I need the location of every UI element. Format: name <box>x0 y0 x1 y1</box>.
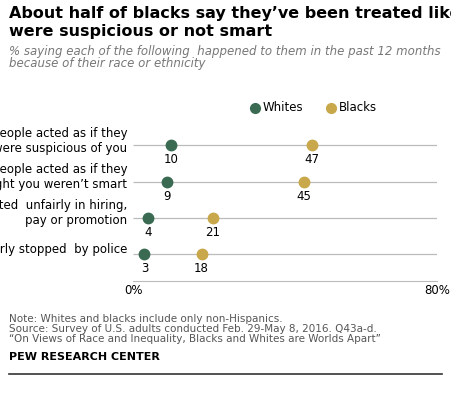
Text: 21: 21 <box>206 226 221 239</box>
Text: Whites: Whites <box>262 101 303 114</box>
Text: People acted as if they
thought you weren’t smart: People acted as if they thought you were… <box>0 163 127 191</box>
Text: PEW RESEARCH CENTER: PEW RESEARCH CENTER <box>9 352 160 362</box>
Text: Blacks: Blacks <box>339 101 377 114</box>
Text: Source: Survey of U.S. adults conducted Feb. 29-May 8, 2016. Q43a-d.: Source: Survey of U.S. adults conducted … <box>9 324 377 334</box>
Text: 9: 9 <box>164 189 171 202</box>
Text: 47: 47 <box>304 153 319 166</box>
Text: About half of blacks say they’ve been treated like they: About half of blacks say they’ve been tr… <box>9 6 451 21</box>
Text: were suspicious or not smart: were suspicious or not smart <box>9 24 272 39</box>
Text: “On Views of Race and Inequality, Blacks and Whites are Worlds Apart”: “On Views of Race and Inequality, Blacks… <box>9 334 381 344</box>
Text: Treated  unfairly in hiring,
pay or promotion: Treated unfairly in hiring, pay or promo… <box>0 199 127 228</box>
Text: 4: 4 <box>144 226 152 239</box>
Text: 10: 10 <box>164 153 179 166</box>
Text: Note: Whites and blacks include only non-Hispanics.: Note: Whites and blacks include only non… <box>9 314 283 324</box>
Text: People acted as if they
were suspicious of you: People acted as if they were suspicious … <box>0 127 127 155</box>
Text: % saying each of the following  happened to them in the past 12 months: % saying each of the following happened … <box>9 45 441 58</box>
Text: 45: 45 <box>297 189 312 202</box>
Text: because of their race or ethnicity: because of their race or ethnicity <box>9 57 206 70</box>
Text: 3: 3 <box>141 262 148 275</box>
Text: Unfairly stopped  by police: Unfairly stopped by police <box>0 243 127 256</box>
Text: 18: 18 <box>194 262 209 275</box>
